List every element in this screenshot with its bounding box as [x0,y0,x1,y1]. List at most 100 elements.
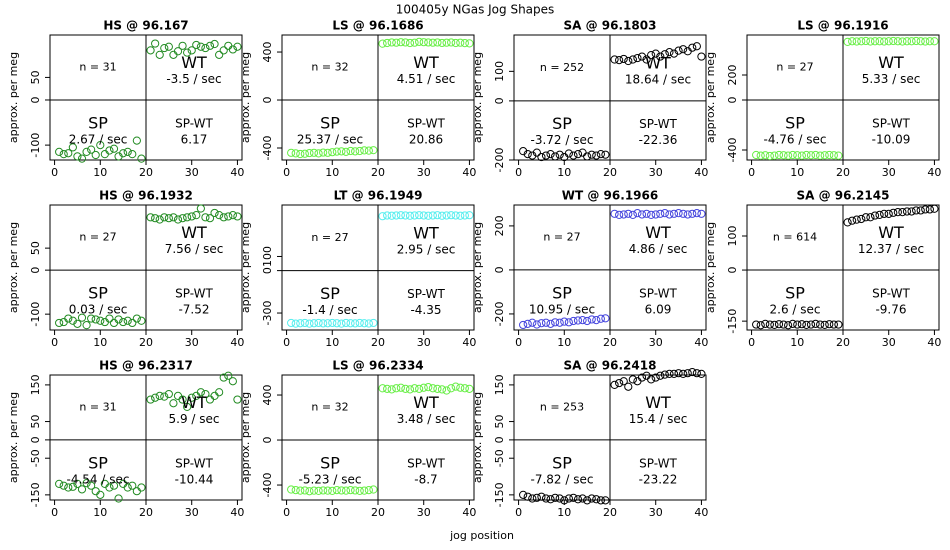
wt-label: WT [645,53,671,72]
point [323,319,332,328]
point [396,38,405,47]
point [829,151,838,160]
x-tick-label: 10 [93,166,107,179]
point [560,496,569,505]
diff-label: SP-WT [407,287,445,301]
point [460,211,469,220]
panel-title: HS @ 96.167 [103,19,188,33]
point [369,485,378,494]
point [674,209,683,218]
point [816,151,825,160]
point [332,485,341,495]
point [401,384,410,393]
point [921,37,930,46]
plot-frame [513,204,707,331]
point [848,216,857,225]
x-tick-label: 40 [694,336,708,349]
y-tick-label: -100 [29,302,42,327]
panel-title: SA @ 96.1803 [564,19,657,33]
wt-label: WT [878,223,904,242]
y-tick-label: -150 [726,309,739,334]
point [210,39,219,49]
count-label: n = 252 [540,61,584,74]
point [132,314,141,323]
diff-value: 6.17 [181,132,208,146]
point [309,148,319,157]
point [424,211,433,220]
point [880,209,889,218]
point [532,148,541,157]
point [528,494,537,503]
y-axis-label: approx. per meg [7,222,20,313]
x-tick-label: 20 [836,336,850,349]
point [551,318,560,327]
point [123,147,132,156]
point [105,146,114,155]
wt-label: WT [413,223,439,242]
x-tick-label: 0 [515,506,522,519]
point [555,150,564,159]
point [410,211,419,220]
point [451,211,460,220]
x-tick-label: 10 [790,336,804,349]
point [679,45,688,54]
y-tick-label: 0 [726,97,739,104]
point [528,318,537,327]
point [848,37,857,46]
point [779,320,788,329]
y-tick-label: 0 [726,267,739,274]
point [364,146,373,155]
point [387,38,396,47]
point [437,385,447,394]
point [451,38,460,48]
y-tick-label: 400 [261,42,274,63]
x-tick-label: 40 [694,166,708,179]
point [160,392,169,401]
point [523,149,532,159]
y-axis-label: approx. per meg [704,52,717,143]
point [555,494,564,503]
point [55,147,64,156]
point [688,367,697,377]
x-tick-label: 30 [649,336,663,349]
wt-label: WT [181,393,207,412]
point [797,320,806,329]
point [424,38,433,47]
x-tick-label: 0 [748,166,755,179]
point [91,150,100,160]
point [160,213,169,222]
point [346,319,355,328]
point [419,38,428,47]
point [829,320,838,329]
point [660,209,669,218]
point [569,493,578,502]
point [87,145,96,154]
point [624,209,633,218]
point [852,37,861,46]
point [96,316,105,325]
point [210,391,219,400]
point [519,147,528,156]
point [323,148,332,157]
x-tick-label: 20 [139,506,153,519]
point [123,483,132,492]
count-label: n = 27 [543,230,580,243]
point [442,211,451,220]
point [87,314,96,323]
point [305,487,314,496]
wt-rate: 3.48 / sec [397,412,456,426]
point [319,486,328,495]
diff-value: 20.86 [409,133,443,147]
point [811,319,820,328]
y-tick-label: 0 [29,267,42,274]
diff-label: SP-WT [872,287,910,301]
y-axis-label: approx. per meg [239,392,252,483]
y-tick-label: 0 [261,97,274,104]
x-tick-label: 40 [462,166,476,179]
point [546,495,555,504]
point [843,218,852,227]
point [601,314,610,323]
y-tick-label: 200 [726,65,739,86]
point [378,212,387,221]
point [378,384,387,393]
